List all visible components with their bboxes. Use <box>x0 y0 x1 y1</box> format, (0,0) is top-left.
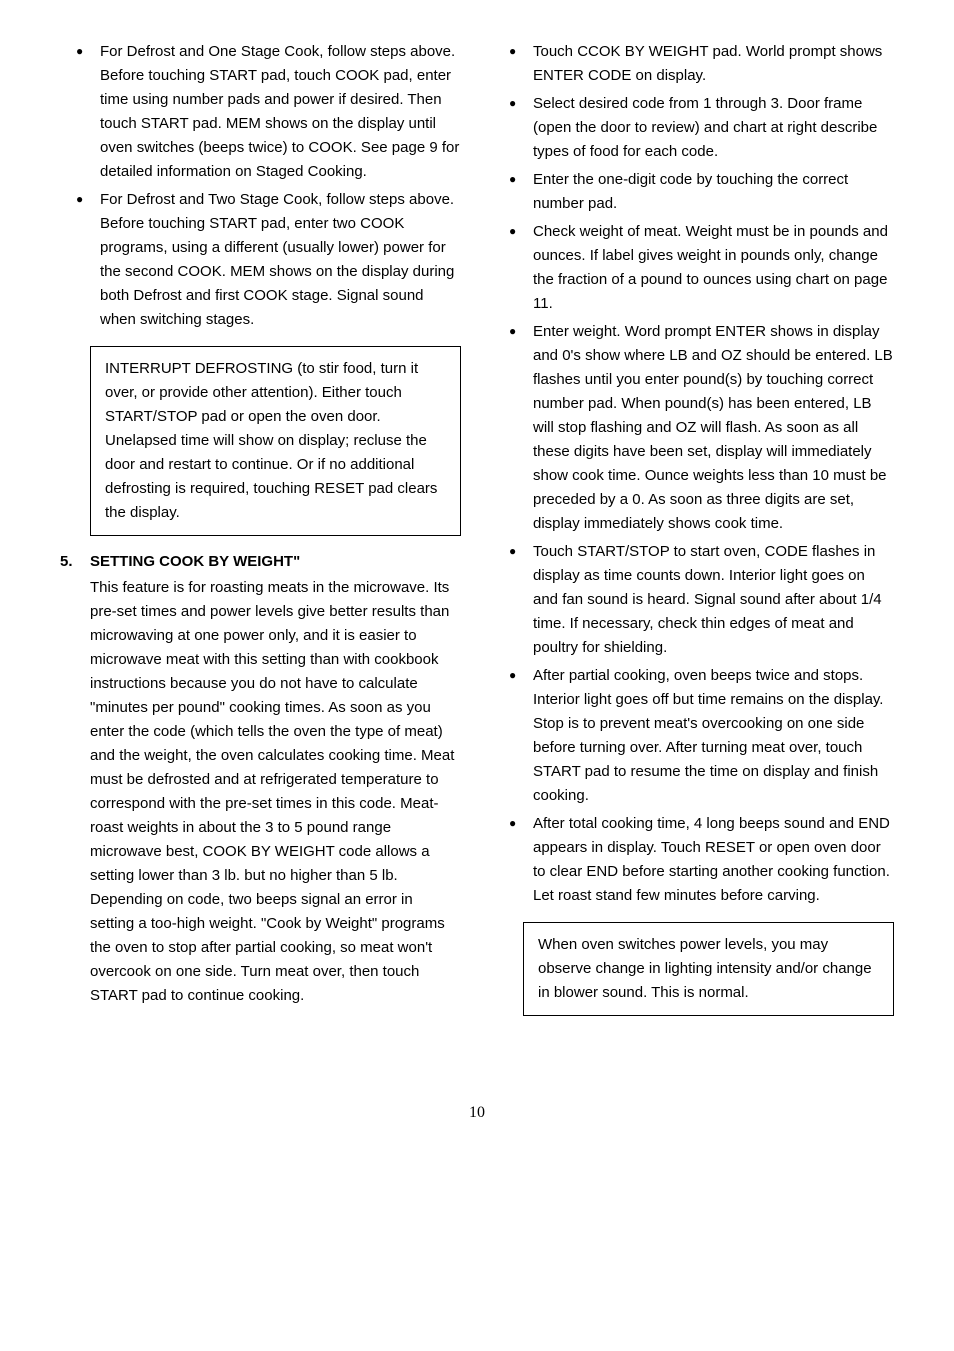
list-item: Touch CCOK BY WEIGHT pad. World prompt s… <box>493 40 894 88</box>
list-item: Select desired code from 1 through 3. Do… <box>493 92 894 164</box>
list-item: Enter the one-digit code by touching the… <box>493 168 894 216</box>
page-number: 10 <box>60 1100 894 1126</box>
list-item: For Defrost and One Stage Cook, follow s… <box>60 40 461 184</box>
left-column: For Defrost and One Stage Cook, follow s… <box>60 40 461 1030</box>
section-content: SETTING COOK BY WEIGHT" This feature is … <box>90 550 461 1008</box>
section-5: 5. SETTING COOK BY WEIGHT" This feature … <box>60 550 461 1008</box>
list-item: Check weight of meat. Weight must be in … <box>493 220 894 316</box>
section-heading: SETTING COOK BY WEIGHT" <box>90 550 461 574</box>
right-column: Touch CCOK BY WEIGHT pad. World prompt s… <box>493 40 894 1030</box>
list-item: For Defrost and Two Stage Cook, follow s… <box>60 188 461 332</box>
interrupt-defrosting-box: INTERRUPT DEFROSTING (to stir food, turn… <box>90 346 461 536</box>
left-bullet-list: For Defrost and One Stage Cook, follow s… <box>60 40 461 332</box>
power-levels-note-box: When oven switches power levels, you may… <box>523 922 894 1016</box>
list-item: Enter weight. Word prompt ENTER shows in… <box>493 320 894 536</box>
list-item: Touch START/STOP to start oven, CODE fla… <box>493 540 894 660</box>
list-item: After partial cooking, oven beeps twice … <box>493 664 894 808</box>
two-column-layout: For Defrost and One Stage Cook, follow s… <box>60 40 894 1030</box>
section-number: 5. <box>60 550 90 1008</box>
section-body: This feature is for roasting meats in th… <box>90 576 461 1008</box>
right-bullet-list: Touch CCOK BY WEIGHT pad. World prompt s… <box>493 40 894 908</box>
list-item: After total cooking time, 4 long beeps s… <box>493 812 894 908</box>
